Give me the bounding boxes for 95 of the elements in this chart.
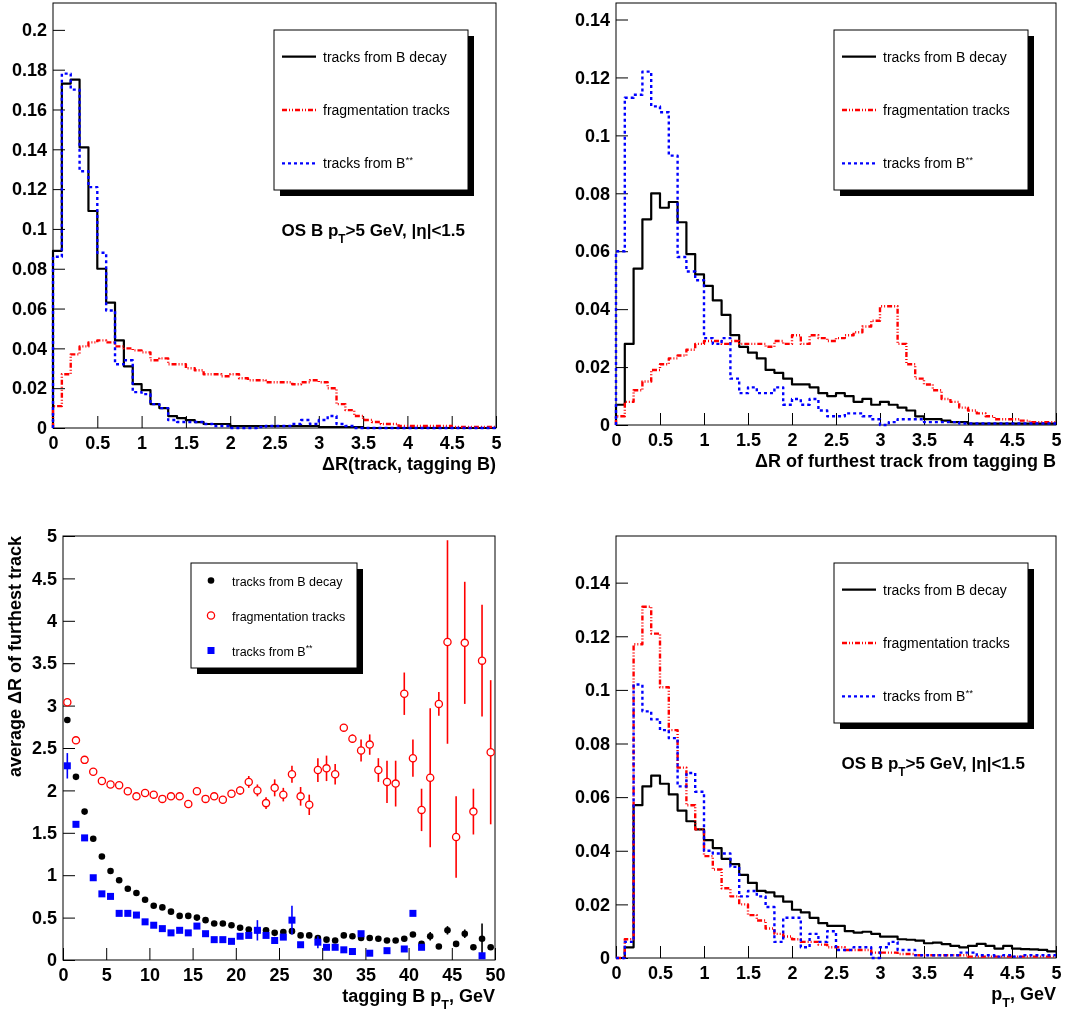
y-tick-label: 0.06	[11, 298, 47, 319]
x-tick-label: 50	[485, 964, 506, 985]
y-tick-label: 0	[599, 415, 610, 436]
x-tick-label: 2	[225, 432, 236, 453]
x-tick-label: 40	[399, 964, 420, 985]
y-tick-label: 0.08	[574, 183, 610, 204]
y-tick-label: 0.12	[574, 626, 610, 647]
x-tick-label: 25	[269, 964, 290, 985]
legend-label: tracks from B decay	[883, 48, 1007, 65]
x-tick-label: 1	[137, 432, 148, 453]
x-tick-label: 1.5	[173, 432, 199, 453]
y-tick-label: 4.5	[31, 568, 57, 589]
y-tick-label: 0.02	[574, 357, 610, 378]
y-tick-label: 0.12	[574, 67, 610, 88]
x-tick-label: 3.5	[911, 429, 938, 450]
legend-label: tracks from B decay	[232, 574, 344, 589]
y-tick-label: 0.1	[584, 125, 610, 146]
x-tick-label: 1	[699, 429, 710, 450]
y-tick-label: 1.5	[31, 823, 57, 844]
x-tick-label: 2.5	[823, 429, 850, 450]
y-tick-label: 0.02	[574, 894, 610, 915]
x-tick-label: 0.5	[85, 432, 111, 453]
y-tick-label: 3.5	[31, 653, 57, 674]
x-tick-label: 5	[491, 432, 502, 453]
annotation: OS B p$_{T}$>5 GeV, |η|<1.5	[281, 221, 465, 246]
y-tick-label: 0.04	[11, 338, 47, 359]
x-tick-label: 35	[355, 964, 376, 985]
legend-label: tracks from B$^{**}$	[232, 642, 314, 659]
x-axis-title: ΔR(track, tagging B)	[322, 454, 496, 474]
x-tick-label: 1	[699, 962, 710, 983]
x-tick-label: 2.5	[262, 432, 288, 453]
legend-label: fragmentation tracks	[883, 635, 1010, 651]
x-tick-label: 20	[226, 964, 247, 985]
y-tick-label: 0.16	[11, 99, 47, 120]
y-tick-label: 0.08	[11, 259, 47, 280]
x-tick-label: 4	[402, 432, 413, 453]
x-tick-label: 5	[101, 964, 112, 985]
legend-label: fragmentation tracks	[883, 102, 1010, 118]
y-tick-label: 0.1	[584, 680, 610, 701]
x-axis-title: ΔR of furthest track from tagging B	[755, 451, 1056, 471]
x-tick-label: 4	[963, 429, 974, 450]
x-tick-label: 4	[963, 962, 974, 983]
y-tick-label: 0.06	[574, 241, 610, 262]
y-tick-label: 0.08	[574, 733, 610, 754]
y-tick-label: 0.12	[11, 179, 47, 200]
y-tick-label: 5	[46, 526, 57, 547]
y-tick-label: 3	[46, 695, 57, 716]
y-tick-label: 0	[599, 948, 610, 969]
y-tick-label: 2.5	[31, 738, 57, 759]
x-tick-label: 3	[314, 432, 325, 453]
x-tick-label: 4.5	[999, 429, 1026, 450]
y-tick-label: 0.14	[574, 572, 610, 593]
x-axis-title: tagging B p$_{T}$, GeV	[342, 986, 495, 1009]
x-axis-title: p$_{T}$, GeV	[991, 984, 1056, 1009]
x-tick-label: 3.5	[911, 962, 938, 983]
y-tick-label: 1	[46, 865, 57, 886]
legend-label: tracks from B decay	[883, 581, 1007, 598]
y-tick-label: 0.14	[574, 9, 610, 30]
x-tick-label: 5	[1051, 429, 1062, 450]
annotation: OS B p$_{T}$>5 GeV, |η|<1.5	[841, 754, 1025, 779]
x-tick-label: 3.5	[351, 432, 377, 453]
x-tick-label: 5	[1051, 962, 1062, 983]
x-tick-label: 10	[139, 964, 160, 985]
x-tick-label: 0.5	[647, 429, 674, 450]
y-axis-title: average ΔR of furthest track	[5, 535, 25, 778]
x-tick-label: 45	[442, 964, 463, 985]
x-tick-label: 2	[787, 962, 798, 983]
legend-label: tracks from B$^{**}$	[883, 153, 974, 172]
y-tick-label: 0.2	[21, 20, 47, 41]
x-tick-label: 4.5	[439, 432, 465, 453]
legend-label: tracks from B$^{**}$	[323, 153, 414, 172]
x-tick-label: 0.5	[647, 962, 674, 983]
x-tick-label: 15	[183, 964, 204, 985]
y-tick-label: 0.04	[574, 841, 610, 862]
x-tick-label: 30	[312, 964, 333, 985]
legend-label: tracks from B decay	[323, 48, 447, 65]
y-tick-label: 0.02	[11, 378, 47, 399]
y-tick-label: 0.5	[31, 907, 57, 928]
x-tick-label: 1.5	[735, 429, 762, 450]
y-tick-label: 0.18	[11, 59, 47, 80]
x-tick-label: 2.5	[823, 962, 850, 983]
legend-label: fragmentation tracks	[232, 609, 346, 624]
y-tick-label: 0.06	[574, 787, 610, 808]
y-tick-label: 2	[46, 780, 57, 801]
x-tick-label: 4.5	[999, 962, 1026, 983]
y-tick-label: 0.14	[11, 139, 47, 160]
y-tick-label: 4	[46, 611, 57, 632]
y-tick-label: 0.04	[574, 299, 610, 320]
x-tick-label: 1.5	[735, 962, 762, 983]
y-tick-label: 0.1	[21, 219, 47, 240]
legend-label: tracks from B$^{**}$	[883, 686, 974, 705]
x-tick-label: 3	[875, 429, 886, 450]
legend-label: fragmentation tracks	[323, 102, 450, 118]
x-tick-label: 2	[787, 429, 798, 450]
x-tick-label: 3	[875, 962, 886, 983]
